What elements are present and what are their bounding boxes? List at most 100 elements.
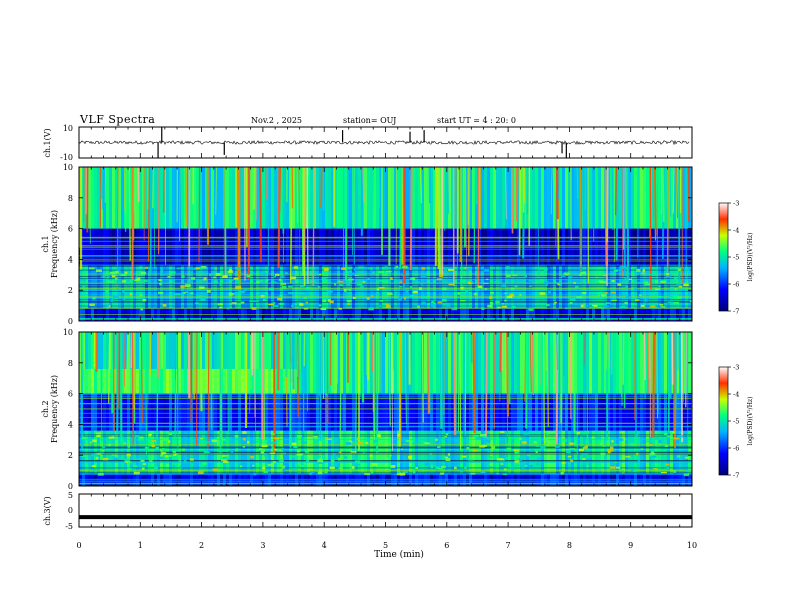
spectrogram-cell: [607, 228, 611, 266]
spectrogram-cell: [286, 167, 290, 229]
spectrogram-speck: [127, 445, 131, 448]
spectrogram-cell: [310, 393, 314, 431]
spectrogram-sferic: [583, 332, 586, 371]
spectrogram-cell: [379, 228, 383, 266]
spectrogram-cell: [253, 265, 257, 309]
spectrogram-cell: [355, 228, 359, 266]
spectrogram-cell: [619, 393, 623, 431]
spectrogram-cell: [298, 332, 302, 394]
spectrogram-cell: [673, 473, 677, 486]
spectrogram-speck: [80, 455, 86, 457]
spectrogram-speck: [561, 274, 566, 278]
ytick-label: 2: [68, 286, 73, 295]
spectrogram-cell: [523, 265, 527, 309]
spectrogram-cell: [652, 167, 656, 229]
spectrogram-speck: [519, 438, 522, 441]
spectrogram-cell: [109, 393, 113, 431]
spectrogram-cell: [598, 393, 602, 431]
spectrogram-cell: [163, 228, 167, 266]
spectrogram-cell: [169, 167, 173, 229]
spectrogram-sferic: [508, 332, 511, 404]
spectrogram-speck: [207, 469, 211, 472]
spectrogram-speck: [685, 470, 691, 472]
spectrogram-sferic: [372, 167, 375, 214]
spectrogram-cell: [535, 473, 539, 486]
spectrogram-cell: [580, 265, 584, 309]
spectrogram-cell: [100, 265, 104, 309]
spectrogram-speck: [430, 465, 437, 468]
spectrogram-cell: [172, 228, 176, 266]
spectrogram-cell: [136, 228, 140, 266]
spectrogram-cell: [127, 473, 131, 486]
spectrogram-sferic: [123, 167, 126, 211]
spectrogram-speck: [373, 440, 378, 443]
spectrogram-speck: [439, 463, 444, 466]
spectrogram-speck: [349, 440, 353, 444]
spectrogram-speck: [274, 448, 277, 451]
spectrogram-speck: [635, 272, 641, 274]
spectrogram-cell: [160, 167, 164, 229]
spectrogram-cell: [106, 473, 110, 486]
spectrogram-speck: [546, 283, 549, 286]
spectrogram-cell: [412, 393, 416, 431]
spectrogram-cell: [679, 473, 683, 486]
spectrogram-sferic: [362, 167, 365, 203]
spectrogram-cell: [646, 473, 650, 486]
spectrogram-cell: [97, 393, 101, 431]
spectrogram-sferic: [296, 332, 299, 377]
spectrogram-cell: [208, 167, 212, 229]
spectrogram-cell: [529, 167, 533, 229]
spectrogram-cell: [310, 332, 314, 394]
spectrogram-speck: [584, 445, 588, 448]
spectrogram-cell: [256, 393, 260, 431]
spectrogram-cell: [211, 265, 215, 309]
spectrogram-cell: [661, 332, 665, 394]
spectrogram-speck: [330, 459, 335, 463]
spectrogram-cell: [127, 167, 131, 229]
spectrogram-cell: [610, 473, 614, 486]
spectrogram-cell: [172, 265, 176, 309]
spectrogram-cell: [691, 393, 692, 431]
spectrogram-cell: [232, 393, 236, 431]
spectrogram-cell: [232, 265, 236, 309]
spectrogram-cell: [349, 167, 353, 229]
spectrogram-speck: [504, 448, 509, 451]
spectrogram-cell: [589, 265, 593, 309]
spectrogram-sferic: [611, 167, 614, 230]
spectrogram-cell: [160, 473, 164, 486]
spectrogram-patch-cell: [250, 368, 254, 394]
spectrogram-cell: [538, 265, 542, 309]
spectrogram-cell: [121, 228, 125, 266]
spectrogram-speck: [232, 441, 236, 443]
spectrogram-speck: [122, 442, 127, 445]
spectrogram-cell: [622, 393, 626, 431]
spectrogram-cell: [412, 265, 416, 309]
spectrogram-cell: [517, 167, 521, 229]
spectrogram-cell: [445, 332, 449, 394]
spectrogram-cell: [676, 167, 680, 229]
spectrogram-sferic: [399, 332, 402, 442]
spectrogram-cell: [172, 332, 176, 394]
spectrogram-cell: [385, 167, 389, 229]
colorbar-tick-label: -3: [733, 364, 739, 372]
spectrogram-speck: [514, 460, 520, 463]
spectrogram-sferic: [556, 167, 559, 220]
spectrogram-cell: [610, 167, 614, 229]
spectrogram-cell: [595, 265, 599, 309]
spectrogram-speck: [663, 433, 668, 436]
spectrogram-speck: [514, 451, 520, 454]
spectrogram-cell: [82, 393, 86, 431]
spectrogram-cell: [370, 473, 374, 486]
spectrogram-cell: [670, 332, 674, 394]
spectrogram-speck: [488, 437, 493, 440]
spectrogram-sferic: [157, 167, 160, 255]
spectrogram-cell: [307, 473, 311, 486]
spectrogram-cell: [250, 332, 254, 394]
spectrogram-speck: [384, 266, 388, 270]
spectrogram-speck: [526, 454, 531, 457]
spectrogram-cell: [268, 393, 272, 431]
spectrogram-cell: [394, 393, 398, 431]
spectrogram-speck: [318, 455, 321, 458]
spectrogram-cell: [208, 265, 212, 309]
spectrogram-cell: [373, 228, 377, 266]
